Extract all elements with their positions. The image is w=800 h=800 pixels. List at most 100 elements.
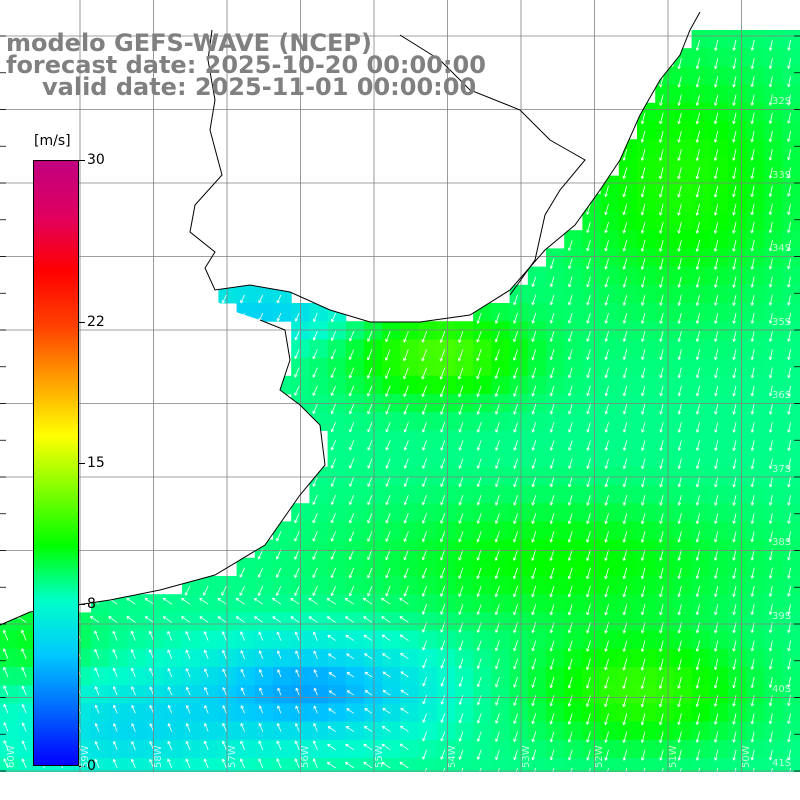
wind-vector-head bbox=[113, 723, 117, 726]
wind-vector bbox=[788, 276, 791, 288]
wind-vector bbox=[751, 221, 755, 234]
wind-vector-head bbox=[659, 212, 663, 216]
wind-vector bbox=[326, 597, 336, 605]
wind-vector-head bbox=[788, 502, 791, 506]
field-cell bbox=[691, 521, 711, 541]
field-cell bbox=[418, 648, 438, 668]
wind-vector-head bbox=[622, 411, 625, 415]
field-cell bbox=[400, 630, 420, 650]
field-cell bbox=[673, 503, 693, 522]
field-cell bbox=[655, 721, 674, 741]
field-cell bbox=[655, 321, 674, 340]
field-cell bbox=[309, 303, 329, 322]
wind-vector-head bbox=[696, 212, 700, 216]
wind-vector-head bbox=[769, 521, 773, 524]
wind-vector-head bbox=[258, 557, 262, 560]
wind-vector bbox=[641, 640, 646, 652]
wind-vector bbox=[586, 604, 591, 616]
wind-vector-head bbox=[695, 666, 698, 670]
wind-vector-head bbox=[495, 484, 499, 488]
wind-vector bbox=[477, 458, 482, 469]
field-cell bbox=[527, 667, 547, 686]
wind-vector-head bbox=[769, 102, 773, 106]
wind-vector bbox=[696, 458, 700, 469]
wind-vector bbox=[167, 758, 173, 769]
wind-vector-head bbox=[715, 466, 718, 470]
wind-vector bbox=[550, 331, 555, 342]
field-cell bbox=[18, 630, 37, 650]
wind-vector bbox=[167, 631, 173, 641]
field-cell bbox=[637, 139, 656, 158]
wind-vector-head bbox=[349, 411, 353, 415]
field-cell bbox=[364, 721, 383, 741]
wind-vector bbox=[168, 723, 173, 732]
field-cell bbox=[564, 266, 583, 286]
field-cell bbox=[546, 612, 565, 632]
field-cell bbox=[473, 339, 492, 359]
field-cell bbox=[546, 284, 565, 304]
wind-vector-head bbox=[604, 229, 606, 233]
wind-vector-head bbox=[495, 558, 499, 561]
wind-vector-head bbox=[367, 502, 371, 506]
wind-vector-head bbox=[677, 429, 680, 433]
longitude-label: 50W bbox=[741, 745, 752, 768]
field-cell bbox=[782, 139, 800, 158]
field-cell bbox=[182, 685, 201, 704]
field-cell bbox=[527, 412, 547, 431]
wind-vector-head bbox=[732, 84, 734, 88]
wind-vector-head bbox=[678, 158, 681, 161]
field-cell bbox=[382, 466, 401, 486]
field-cell bbox=[309, 576, 329, 595]
wind-vector bbox=[532, 422, 537, 433]
wind-vector-head bbox=[149, 630, 153, 634]
wind-vector-head bbox=[495, 358, 499, 361]
wind-vector-head bbox=[349, 447, 353, 451]
wind-vector-head bbox=[788, 484, 791, 488]
wind-vector-head bbox=[328, 672, 331, 676]
wind-vector bbox=[367, 385, 373, 397]
wind-vector-head bbox=[768, 557, 771, 561]
wind-vector-head bbox=[659, 667, 661, 671]
wind-vector-head bbox=[769, 703, 773, 707]
wind-vector bbox=[295, 740, 300, 750]
wind-vector bbox=[363, 597, 373, 605]
field-cell bbox=[564, 284, 583, 304]
field-cell bbox=[782, 721, 800, 741]
wind-vector-head bbox=[769, 411, 771, 415]
wind-vector-head bbox=[459, 630, 462, 633]
wind-vector-head bbox=[477, 429, 481, 433]
wind-vector-head bbox=[769, 194, 773, 197]
wind-vector-head bbox=[349, 393, 353, 397]
wind-vector bbox=[751, 640, 755, 652]
field-cell bbox=[746, 594, 765, 613]
field-cell bbox=[327, 375, 347, 395]
wind-vector-head bbox=[531, 539, 533, 543]
wind-vector bbox=[641, 203, 646, 216]
wind-vector bbox=[586, 567, 591, 580]
wind-vector bbox=[168, 705, 173, 714]
wind-vector bbox=[641, 585, 646, 598]
wind-vector bbox=[550, 531, 555, 543]
field-cell bbox=[345, 703, 365, 723]
wind-vector-head bbox=[769, 266, 773, 270]
field-cell bbox=[728, 48, 747, 67]
wind-vector-head bbox=[604, 648, 606, 652]
wind-vector bbox=[328, 708, 336, 714]
field-cell bbox=[254, 648, 274, 668]
wind-vector-head bbox=[532, 685, 535, 688]
wind-vector-head bbox=[363, 762, 366, 766]
field-cell bbox=[546, 248, 565, 268]
field-cell bbox=[436, 667, 456, 686]
wind-vector bbox=[605, 276, 609, 288]
wind-vector bbox=[312, 531, 318, 542]
wind-vector-head bbox=[568, 576, 572, 580]
wind-vector bbox=[788, 258, 791, 270]
wind-vector bbox=[477, 640, 482, 651]
field-cell bbox=[673, 157, 693, 177]
wind-vector bbox=[385, 422, 391, 433]
field-cell bbox=[436, 594, 456, 613]
wind-vector bbox=[367, 349, 373, 361]
wind-vector-head bbox=[149, 741, 153, 744]
field-cell bbox=[728, 557, 747, 577]
wind-vector-head bbox=[513, 647, 515, 651]
